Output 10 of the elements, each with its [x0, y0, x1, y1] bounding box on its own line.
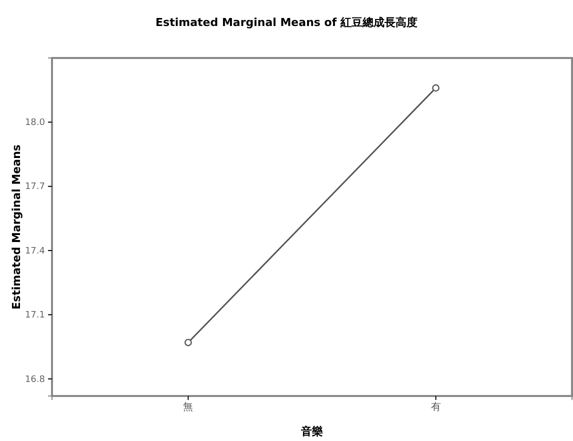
y-tick-label: 17.7	[24, 182, 45, 192]
x-tick-label: 無	[183, 401, 194, 414]
y-tick-label: 18.0	[24, 118, 46, 128]
chart-title: Estimated Marginal Means of 紅豆總成長高度	[156, 16, 418, 29]
y-tick-label: 17.4	[24, 246, 46, 256]
y-tick-label: 16.8	[24, 374, 46, 385]
x-axis-title: 音樂	[300, 425, 323, 438]
y-tick-label: 17.1	[24, 310, 45, 321]
x-tick-label: 有	[430, 401, 441, 414]
y-axis-title: Estimated Marginal Means	[10, 144, 23, 310]
